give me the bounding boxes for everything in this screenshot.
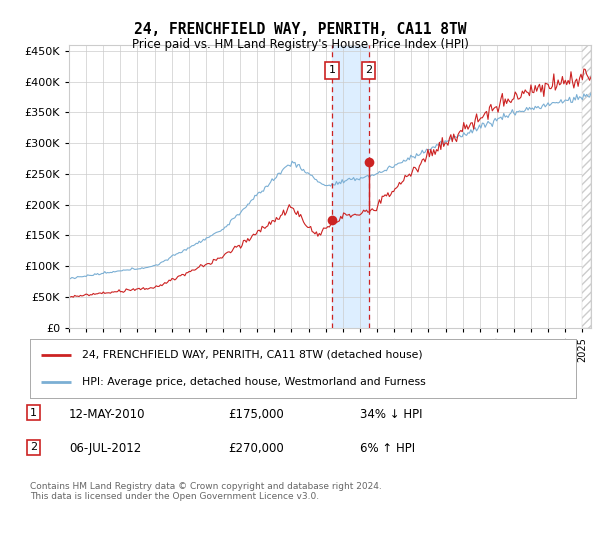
Text: 24, FRENCHFIELD WAY, PENRITH, CA11 8TW: 24, FRENCHFIELD WAY, PENRITH, CA11 8TW [134, 22, 466, 38]
Text: 6% ↑ HPI: 6% ↑ HPI [360, 442, 415, 455]
Text: 24, FRENCHFIELD WAY, PENRITH, CA11 8TW (detached house): 24, FRENCHFIELD WAY, PENRITH, CA11 8TW (… [82, 349, 422, 360]
Text: Contains HM Land Registry data © Crown copyright and database right 2024.
This d: Contains HM Land Registry data © Crown c… [30, 482, 382, 501]
Text: Price paid vs. HM Land Registry's House Price Index (HPI): Price paid vs. HM Land Registry's House … [131, 38, 469, 50]
Text: 2: 2 [365, 66, 372, 75]
Text: HPI: Average price, detached house, Westmorland and Furness: HPI: Average price, detached house, West… [82, 377, 425, 387]
Text: £270,000: £270,000 [228, 442, 284, 455]
Text: 12-MAY-2010: 12-MAY-2010 [69, 408, 146, 421]
Text: 1: 1 [30, 408, 37, 418]
Text: 2: 2 [30, 442, 37, 452]
Text: 34% ↓ HPI: 34% ↓ HPI [360, 408, 422, 421]
Text: £175,000: £175,000 [228, 408, 284, 421]
Text: 1: 1 [329, 66, 335, 75]
Text: 06-JUL-2012: 06-JUL-2012 [69, 442, 141, 455]
Bar [332, 45, 368, 328]
